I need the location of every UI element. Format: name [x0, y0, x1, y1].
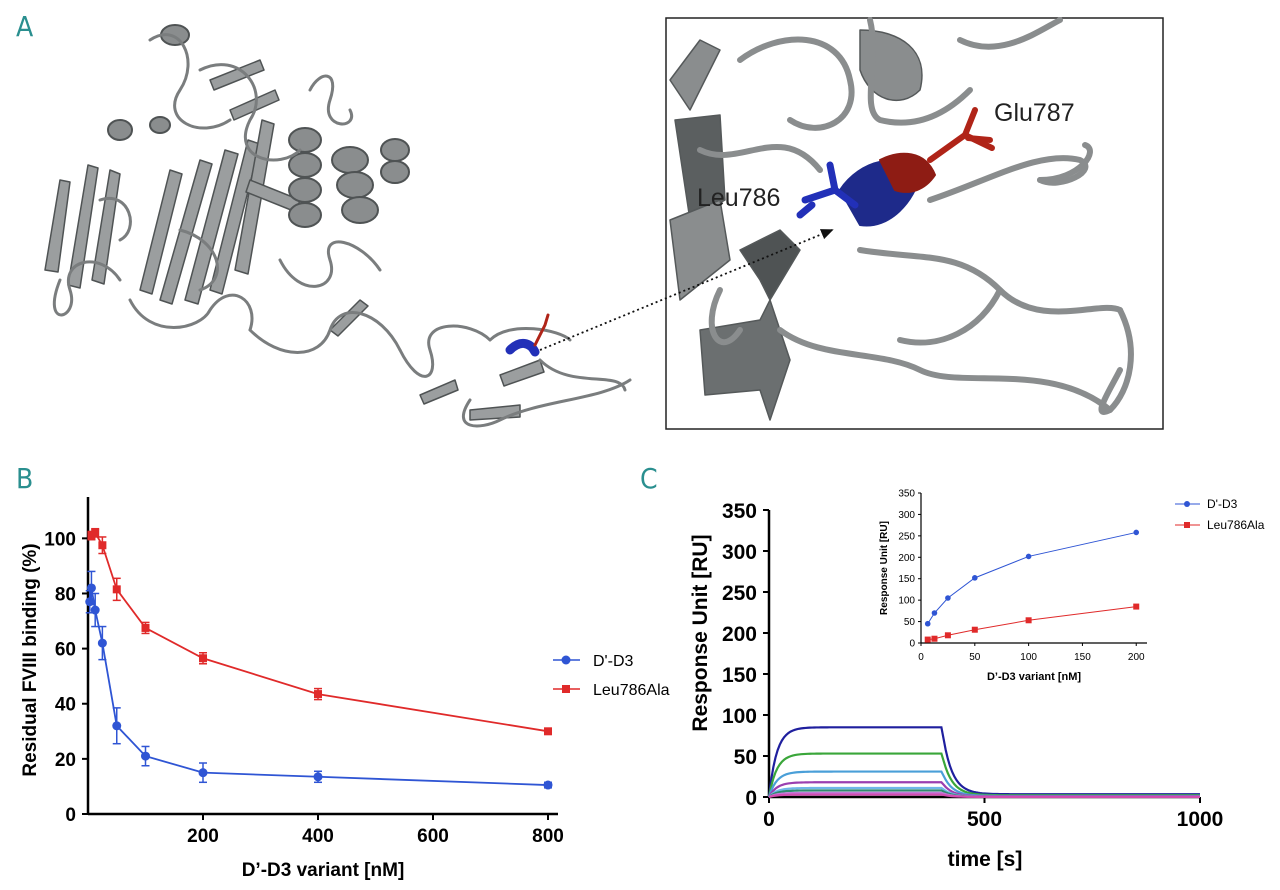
inset-data-point: [931, 635, 938, 642]
legend-label-d-d3: D'-D3: [593, 653, 633, 670]
chart-c-inset-x-axis-label: D’-D3 variant [nM]: [987, 671, 1081, 683]
inset-legend-marker-d-d3: [1184, 501, 1190, 507]
inset-legend-label-leu786ala: Leu786Ala: [1207, 518, 1265, 532]
legend-marker-leu786ala: [562, 685, 570, 693]
inset-series-line: [927, 531, 1137, 624]
data-point: [90, 605, 100, 615]
y-tick-label: 300: [722, 541, 757, 564]
data-point: [98, 541, 107, 550]
data-point: [313, 772, 323, 782]
y-tick-label: 0: [745, 787, 757, 810]
y-tick-label: 0: [65, 805, 76, 826]
full-protein-ribbon: [44, 24, 632, 428]
inset-y-tick-label: 250: [898, 531, 915, 542]
y-tick-label: 40: [55, 695, 76, 716]
data-point: [543, 780, 553, 790]
inset-data-point: [945, 595, 951, 601]
y-tick-label: 20: [55, 750, 76, 771]
y-tick-label: 350: [722, 500, 757, 523]
chart-b-ticks: 0 20 40 60 80 100 200 400 600 800: [44, 529, 564, 847]
y-tick-label: 60: [55, 640, 76, 661]
inset-data-point: [924, 620, 931, 627]
data-point: [86, 583, 96, 593]
y-tick-label: 200: [722, 623, 757, 646]
data-point: [97, 638, 107, 648]
inset-y-tick-label: 350: [898, 489, 915, 500]
x-tick-label: 200: [187, 826, 219, 847]
protein-structure-figure: Leu786 Glu787: [44, 17, 1164, 430]
y-tick-label: 100: [44, 529, 76, 550]
inset-data-point: [1025, 617, 1032, 624]
inset-legend-marker-leu786ala: [1184, 522, 1190, 528]
chart-b-axes: [86, 497, 558, 816]
data-point: [198, 768, 208, 778]
zoomed-structure: [669, 17, 1134, 421]
chart-c-inset-series: [924, 529, 1140, 643]
y-tick-label: 150: [722, 664, 757, 687]
inset-series-line: [927, 606, 1137, 641]
inset-x-tick-label: 150: [1074, 652, 1091, 663]
chart-c-inset-ticks: 0 50 100 150 200 250 300 350 0 50 100 150 200: [898, 489, 1145, 664]
inset-data-point: [924, 636, 931, 643]
data-point: [544, 727, 552, 736]
y-tick-label: 50: [734, 746, 757, 769]
legend-marker-d-d3: [561, 655, 571, 665]
inset-data-point: [931, 610, 938, 616]
glu787-label: Glu787: [994, 99, 1075, 127]
data-point: [112, 585, 121, 594]
chart-c-inset-axes: [920, 493, 1147, 644]
inset-data-point: [1025, 553, 1032, 560]
sensorgram-curve: [768, 793, 1200, 799]
chart-b-y-axis-label: Residual FVIII binding (%): [20, 543, 41, 776]
data-point: [141, 751, 150, 761]
y-tick-label: 80: [55, 584, 76, 605]
inset-data-point: [972, 575, 978, 581]
panel-letter-c: C: [640, 462, 658, 495]
data-point: [141, 623, 150, 632]
inset-data-point: [1133, 603, 1140, 610]
chart-c-y-axis-label: Response Unit [RU]: [689, 534, 712, 731]
y-tick-label: 250: [722, 582, 757, 605]
y-tick-label: 100: [722, 705, 757, 728]
x-tick-label: 0: [763, 808, 775, 831]
data-point: [112, 721, 122, 731]
inset-legend-label-d-d3: D'-D3: [1207, 497, 1238, 511]
inset-x-tick-label: 0: [918, 652, 924, 663]
x-tick-label: 600: [417, 826, 449, 847]
inset-y-tick-label: 150: [898, 574, 915, 585]
x-tick-label: 400: [302, 826, 334, 847]
chart-b-x-axis-label: D’-D3 variant [nM]: [242, 860, 405, 881]
sensorgram-curve: [767, 726, 1200, 798]
legend-label-leu786ala: Leu786Ala: [593, 682, 670, 699]
panel-letter-b: B: [16, 462, 34, 495]
chart-c-inset-y-axis-label: Response Unit [RU]: [879, 521, 890, 615]
x-tick-label: 1000: [1177, 808, 1224, 831]
leu786-label: Leu786: [697, 184, 780, 212]
inset-x-tick-label: 200: [1128, 652, 1145, 663]
inset-y-tick-label: 300: [898, 510, 915, 521]
inset-x-tick-label: 100: [1020, 652, 1037, 663]
inset-y-tick-label: 200: [898, 553, 915, 564]
chart-b-legend: D'-D3 Leu786Ala: [553, 653, 670, 699]
chart-b-series: [85, 527, 553, 790]
inset-data-point: [971, 626, 978, 633]
chart-c-x-axis-label: time [s]: [948, 848, 1023, 871]
inset-data-point: [944, 632, 951, 639]
panel-letter-a: A: [16, 10, 34, 43]
chart-c-sensorgrams: [767, 726, 1200, 799]
inset-y-tick-label: 100: [898, 596, 915, 607]
data-point: [314, 690, 322, 699]
x-tick-label: 800: [532, 826, 564, 847]
data-point: [91, 528, 100, 537]
chart-c-inset-legend: D'-D3 Leu786Ala: [1175, 497, 1265, 532]
inset-y-tick-label: 50: [904, 617, 916, 628]
data-point: [199, 654, 207, 663]
inset-x-tick-label: 50: [969, 652, 981, 663]
inset-y-tick-label: 0: [909, 639, 915, 650]
x-tick-label: 500: [967, 808, 1002, 831]
inset-data-point: [1133, 529, 1140, 536]
